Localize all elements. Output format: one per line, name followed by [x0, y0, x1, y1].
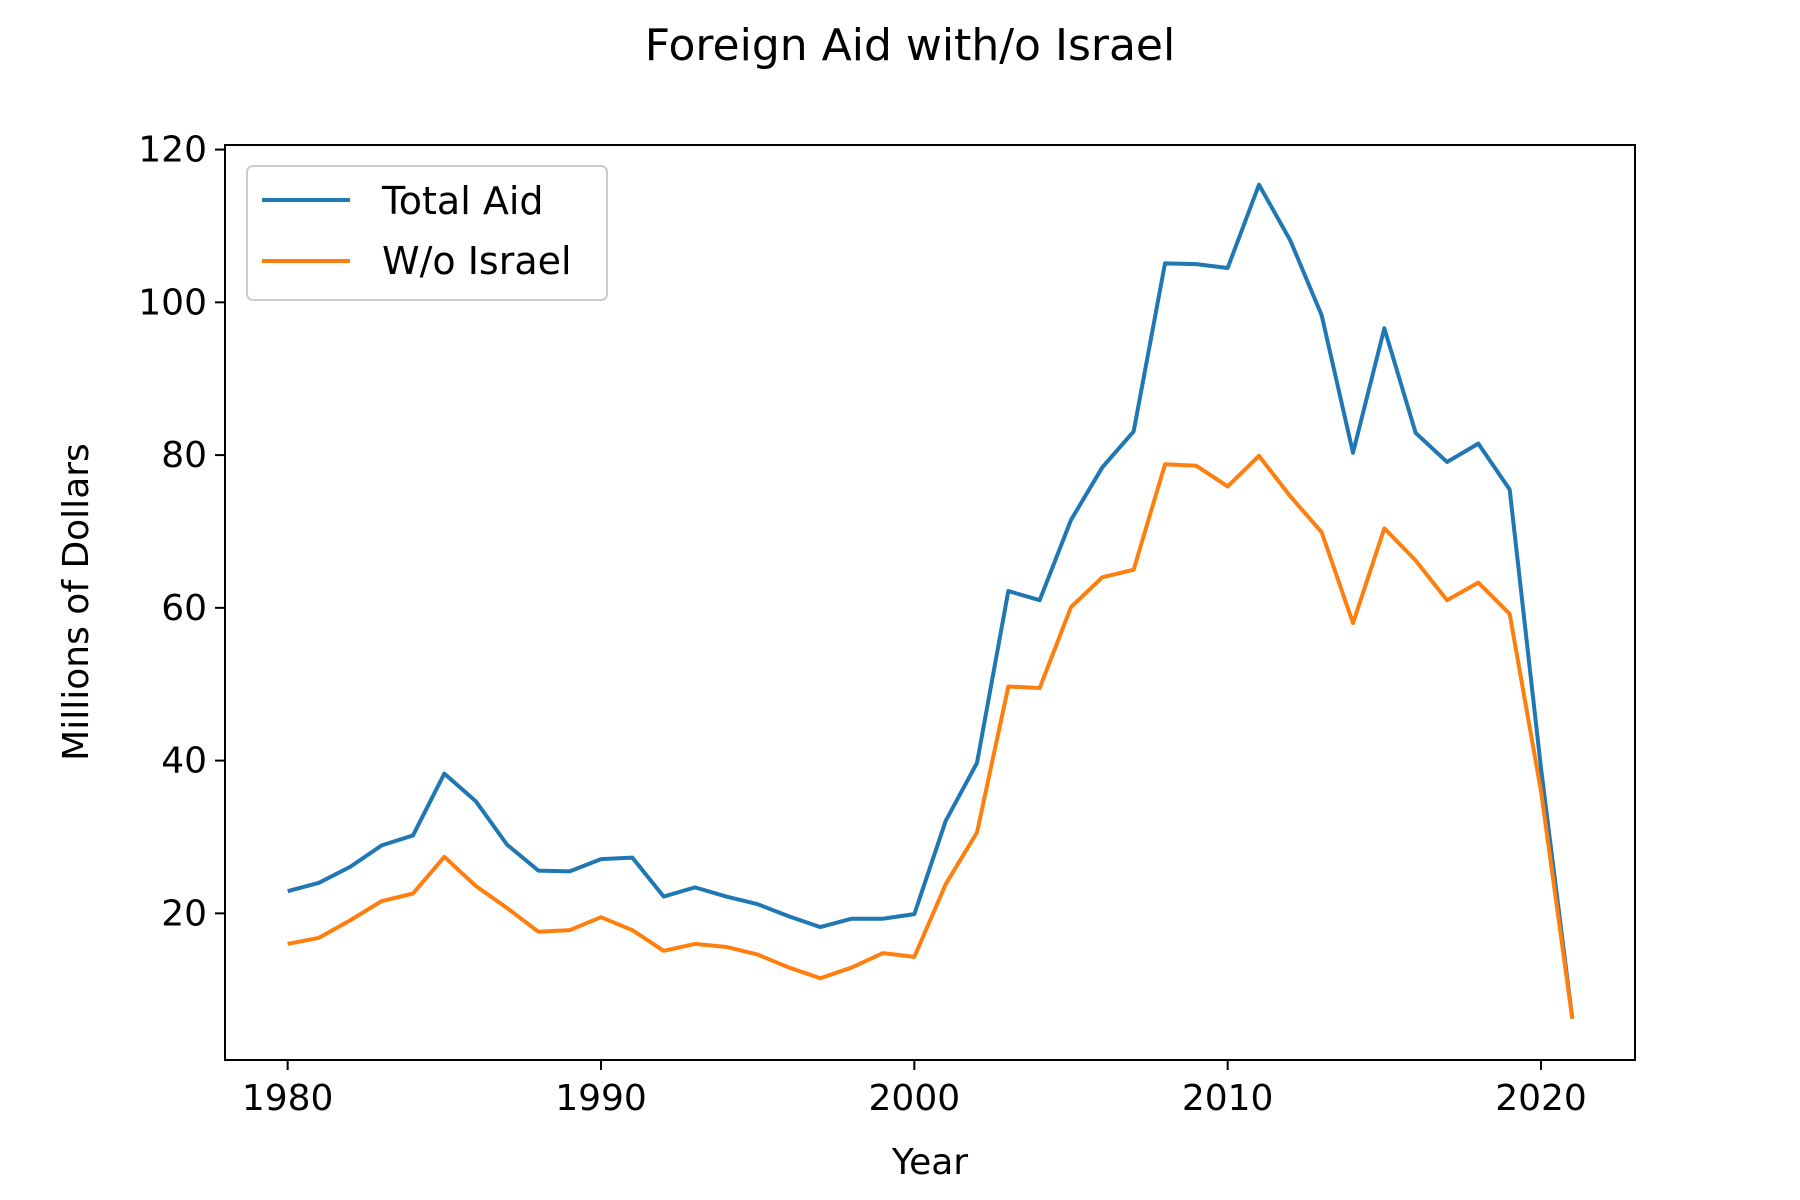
y-tick-label: 60 — [161, 588, 207, 629]
y-tick-label: 100 — [138, 282, 207, 323]
y-axis-label: Millions of Dollars — [56, 443, 97, 761]
x-tick-label: 1980 — [242, 1078, 334, 1119]
y-tick-label: 20 — [161, 893, 207, 934]
legend-label-total-aid: Total Aid — [381, 179, 544, 223]
y-tick-label: 40 — [161, 741, 207, 782]
y-tick-label: 120 — [138, 130, 207, 171]
series-layer — [287, 182, 1575, 1020]
x-axis-label: Year — [891, 1142, 968, 1183]
x-tick-label: 2010 — [1182, 1078, 1274, 1119]
y-tick-label: 80 — [161, 435, 207, 476]
legend-label-wo-israel: W/o Israel — [382, 239, 572, 283]
x-tick-label: 1990 — [555, 1078, 647, 1119]
x-tick-label: 2020 — [1495, 1078, 1587, 1119]
chart-title: Foreign Aid with/o Israel — [645, 20, 1175, 71]
legend: Total Aid W/o Israel — [246, 165, 608, 301]
x-tick-label: 2000 — [869, 1078, 961, 1119]
series-line-wo-israel — [287, 453, 1575, 1020]
y-axis: 20 40 60 80 100 120 — [138, 130, 225, 934]
series-line-total-aid — [287, 182, 1575, 1020]
x-axis: 1980 1990 2000 2010 2020 — [242, 1060, 1587, 1119]
